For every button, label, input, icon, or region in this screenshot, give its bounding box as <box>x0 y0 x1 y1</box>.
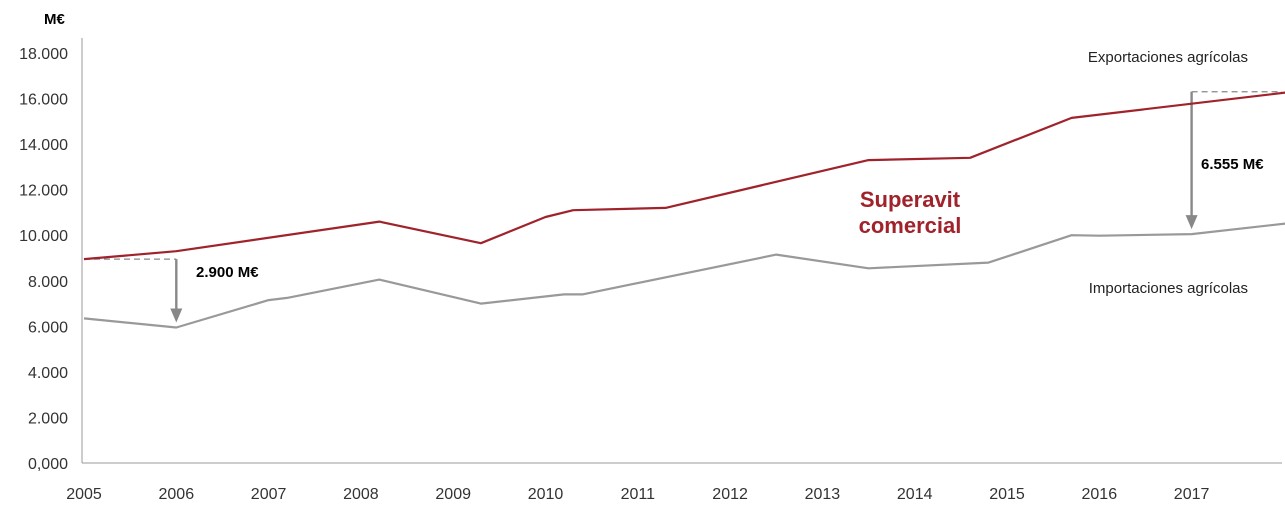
x-tick-label: 2011 <box>621 486 656 503</box>
y-axis-unit-label: M€ <box>44 11 65 28</box>
y-tick-label: 16.000 <box>19 92 68 109</box>
x-tick-label: 2010 <box>528 486 564 503</box>
y-tick-label: 4.000 <box>28 365 68 382</box>
y-tick-label: 12.000 <box>19 183 68 200</box>
y-tick-label: 14.000 <box>19 137 68 154</box>
y-tick-label: 2.000 <box>28 410 68 427</box>
x-tick-label: 2016 <box>1082 486 1118 503</box>
gap-end-label: 6.555 M€ <box>1201 156 1264 173</box>
x-tick-label: 2012 <box>712 486 748 503</box>
y-tick-label: 6.000 <box>28 319 68 336</box>
x-tick-label: 2017 <box>1174 486 1210 503</box>
gap-end-arrow-head <box>1185 215 1198 230</box>
y-tick-label: 18.000 <box>19 46 68 63</box>
x-tick-label: 2014 <box>897 486 933 503</box>
gap-start-label: 2.900 M€ <box>196 264 259 281</box>
x-tick-label: 2005 <box>66 486 102 503</box>
surplus-label-line1: Superavit <box>860 187 961 212</box>
y-axis-ticks: 0,000 2.000 4.000 6.000 8.000 10.000 12.000 14.… <box>19 46 68 473</box>
imports-line <box>83 222 1285 329</box>
x-tick-label: 2006 <box>159 486 195 503</box>
gap-start-arrow-head <box>170 308 183 323</box>
y-tick-label: 0,000 <box>28 456 68 473</box>
x-tick-label: 2009 <box>435 486 471 503</box>
surplus-label-line2: comercial <box>859 213 962 238</box>
y-tick-label: 8.000 <box>28 274 68 291</box>
x-tick-label: 2008 <box>343 486 379 503</box>
series-label-imports: Importaciones agrícolas <box>1089 280 1248 297</box>
y-tick-label: 10.000 <box>19 228 68 245</box>
gap-guides <box>84 91 1282 323</box>
series-label-exports: Exportaciones agrícolas <box>1088 49 1248 66</box>
series-lines <box>83 91 1285 329</box>
x-tick-label: 2015 <box>989 486 1025 503</box>
x-tick-label: 2007 <box>251 486 287 503</box>
exports-line <box>83 91 1285 261</box>
x-tick-label: 2013 <box>805 486 841 503</box>
x-axis-ticks: 2005 2006 2007 2008 2009 2010 2011 2012 2013 2014… <box>66 486 1209 503</box>
